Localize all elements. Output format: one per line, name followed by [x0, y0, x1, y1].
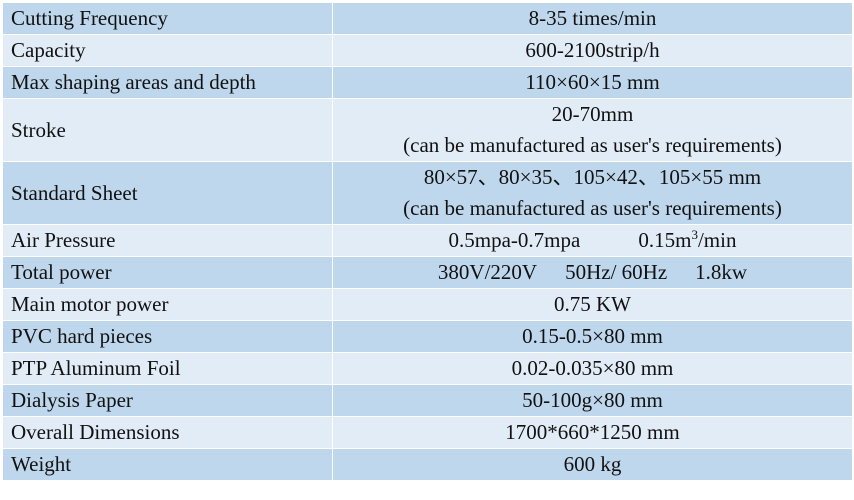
- air-consumption: 0.15m3/min: [638, 227, 737, 252]
- table-row: PVC hard pieces 0.15-0.5×80 mm: [2, 320, 853, 353]
- row-label-air-pressure: Air Pressure: [2, 224, 333, 257]
- table-row: Weight 600 kg: [2, 448, 853, 481]
- total-power-wattage: 1.8kw: [695, 260, 748, 284]
- row-value-ptp-foil: 0.02-0.035×80 mm: [332, 352, 853, 385]
- table-row: Standard Sheet 80×57、80×35、105×42、105×55…: [2, 161, 853, 225]
- row-value-stroke: 20-70mm (can be manufactured as user's r…: [332, 98, 853, 162]
- row-label-capacity: Capacity: [2, 34, 333, 67]
- standard-sheet-note: (can be manufactured as user's requireme…: [403, 196, 782, 220]
- row-label-max-shaping: Max shaping areas and depth: [2, 66, 333, 99]
- row-value-total-power: 380V/220V 50Hz/ 60Hz 1.8kw: [332, 256, 853, 289]
- row-value-air-pressure: 0.5mpa-0.7mpa 0.15m3/min: [332, 224, 853, 257]
- table-row: Dialysis Paper 50-100g×80 mm: [2, 384, 853, 417]
- row-label-total-power: Total power: [2, 256, 333, 289]
- row-label-standard-sheet: Standard Sheet: [2, 161, 333, 225]
- stroke-range: 20-70mm: [551, 102, 634, 126]
- table-row: PTP Aluminum Foil 0.02-0.035×80 mm: [2, 352, 853, 385]
- row-label-stroke: Stroke: [2, 98, 333, 162]
- air-pressure-range: 0.5mpa-0.7mpa: [448, 228, 581, 252]
- row-label-overall-dimensions: Overall Dimensions: [2, 416, 333, 449]
- row-label-main-motor: Main motor power: [2, 288, 333, 321]
- row-value-main-motor: 0.75 KW: [332, 288, 853, 321]
- row-value-weight: 600 kg: [332, 448, 853, 481]
- table-row: Stroke 20-70mm (can be manufactured as u…: [2, 98, 853, 162]
- row-value-overall-dimensions: 1700*660*1250 mm: [332, 416, 853, 449]
- total-power-frequency: 50Hz/ 60Hz: [565, 260, 668, 284]
- table-row: Air Pressure 0.5mpa-0.7mpa 0.15m3/min: [2, 224, 853, 257]
- row-value-dialysis-paper: 50-100g×80 mm: [332, 384, 853, 417]
- row-label-dialysis-paper: Dialysis Paper: [2, 384, 333, 417]
- total-power-voltage: 380V/220V: [437, 260, 538, 284]
- row-label-pvc: PVC hard pieces: [2, 320, 333, 353]
- standard-sheet-sizes: 80×57、80×35、105×42、105×55 mm: [423, 165, 762, 189]
- table-row: Capacity 600-2100strip/h: [2, 34, 853, 67]
- row-value-standard-sheet: 80×57、80×35、105×42、105×55 mm (can be man…: [332, 161, 853, 225]
- table-row: Main motor power 0.75 KW: [2, 288, 853, 321]
- table-row: Total power 380V/220V 50Hz/ 60Hz 1.8kw: [2, 256, 853, 289]
- table-row: Max shaping areas and depth 110×60×15 mm: [2, 66, 853, 99]
- stroke-note: (can be manufactured as user's requireme…: [403, 133, 782, 157]
- row-value-max-shaping: 110×60×15 mm: [332, 66, 853, 99]
- row-label-ptp-foil: PTP Aluminum Foil: [2, 352, 333, 385]
- table-row: Overall Dimensions 1700*660*1250 mm: [2, 416, 853, 449]
- table-row: Cutting Frequency 8-35 times/min: [2, 2, 853, 35]
- row-label-cutting-frequency: Cutting Frequency: [2, 2, 333, 35]
- specifications-table: Cutting Frequency 8-35 times/min Capacit…: [2, 2, 853, 481]
- row-value-capacity: 600-2100strip/h: [332, 34, 853, 67]
- row-value-pvc: 0.15-0.5×80 mm: [332, 320, 853, 353]
- row-value-cutting-frequency: 8-35 times/min: [332, 2, 853, 35]
- row-label-weight: Weight: [2, 448, 333, 481]
